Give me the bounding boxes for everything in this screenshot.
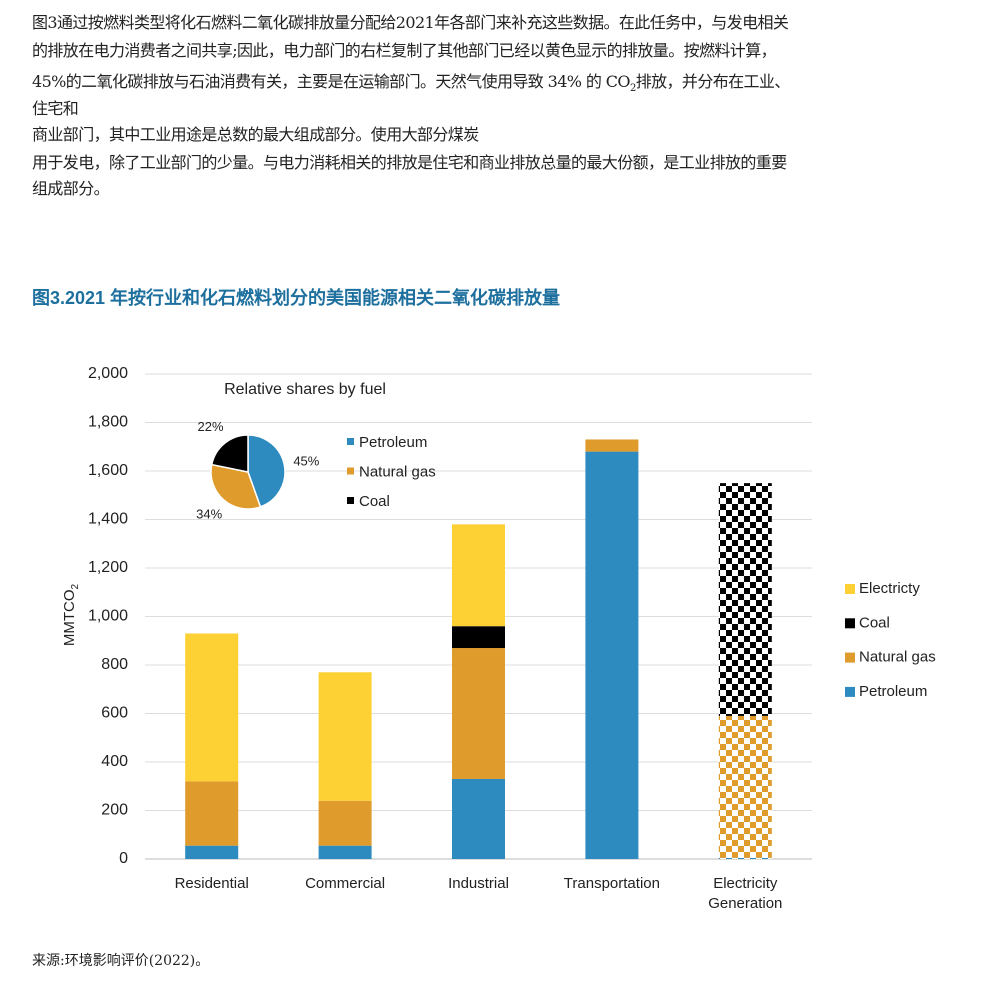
legend-swatch [845,652,855,663]
source: 来源:环境影响评价(2022)。 [32,953,210,969]
pie-slice [210,463,262,510]
x-tick-label: Electricity Generation [708,875,783,912]
legend-label: Petroleum [859,683,927,700]
legend-label: Petroleum [359,434,427,451]
legend-label: Natural gas [359,463,436,480]
bar-segment [318,800,372,846]
bar-segment [452,524,505,627]
x-tick-label: Industrial [448,875,509,892]
y-tick-label: 1,800 [88,414,128,431]
bar-segment [185,845,239,859]
pie-slice [247,434,286,508]
legend-swatch [845,686,855,697]
y-tick-label: 1,000 [88,608,128,625]
pie-title: Relative shares by fuel [224,381,386,398]
text: 排放，并分布在工业、 [635,72,791,91]
legend-swatch [347,438,354,445]
bar-segment [585,451,639,859]
y-tick-label: 600 [101,705,128,722]
bar-segment [452,778,505,859]
body-line: 商业部门，其中工业用途是总数的最大组成部分。使用大部分煤炭 [32,125,479,144]
legend-label: Coal [359,493,390,510]
bar-segment [185,633,239,782]
y-tick-label: 1,600 [88,462,128,479]
bar-segment [452,648,505,779]
y-tick-label: 2,000 [88,365,128,382]
bar-segment [718,483,772,716]
legend-label: Coal [859,614,890,631]
legend-swatch [845,618,855,629]
legend-swatch [347,497,354,504]
x-tick-label: Transportation [563,875,660,892]
body-line: 45%的二氧化碳排放与石油消费有关，主要是在运输部门。天然气使用导致 34% 的… [32,68,790,94]
y-tick-label: 1,400 [88,511,128,528]
bar-segment [718,715,772,858]
pie-label: 34% [196,507,222,522]
y-tick-label: 1,200 [88,559,128,576]
body-line: 组成部分。 [32,179,110,198]
y-tick-label: 400 [101,753,128,770]
subscript: 2 [629,83,636,95]
pie-label: 45% [293,454,319,469]
text: MMTCO [61,589,78,646]
text: 45%的二氧化碳排放与石油消费有关，主要是在运输部门。天然气使用导致 34% 的… [32,72,631,91]
bar-segment [718,857,772,859]
bar-segment [185,781,239,846]
figure-title: 图3.2021 年按行业和化石燃料划分的美国能源相关二氧化碳排放量 [32,288,561,308]
legend-swatch [347,467,354,475]
y-tick-label: 0 [119,850,128,867]
pie-slice [210,434,249,473]
y-tick-label: 200 [101,802,128,819]
body-line: 图3通过按燃料类型将化石燃料二氧化碳排放量分配给2021年各部门来补充这些数据。… [32,13,789,32]
pie-label: 22% [198,419,224,434]
legend-label: Electricty [859,580,920,597]
bar-segment [452,626,505,649]
bar-segment [318,845,372,859]
body-line: 住宅和 [32,99,79,118]
legend-swatch [845,584,855,594]
y-tick-label: 800 [101,656,128,673]
x-tick-label: Residential [174,875,249,892]
x-tick-label: Commercial [305,875,386,892]
legend-label: Natural gas [859,649,936,666]
subscript: 2 [70,583,81,589]
body-line: 用于发电，除了工业部门的少量。与电力消耗相关的排放是住宅和商业排放总量的最大份额… [32,153,787,172]
bar-segment [585,439,639,452]
y-axis-label: MMTCO2 [61,583,81,646]
body-line: 的排放在电力消费者之间共享;因此，电力部门的右栏复制了其他部门已经以黄色显示的排… [32,41,777,60]
bar-segment [318,672,372,801]
